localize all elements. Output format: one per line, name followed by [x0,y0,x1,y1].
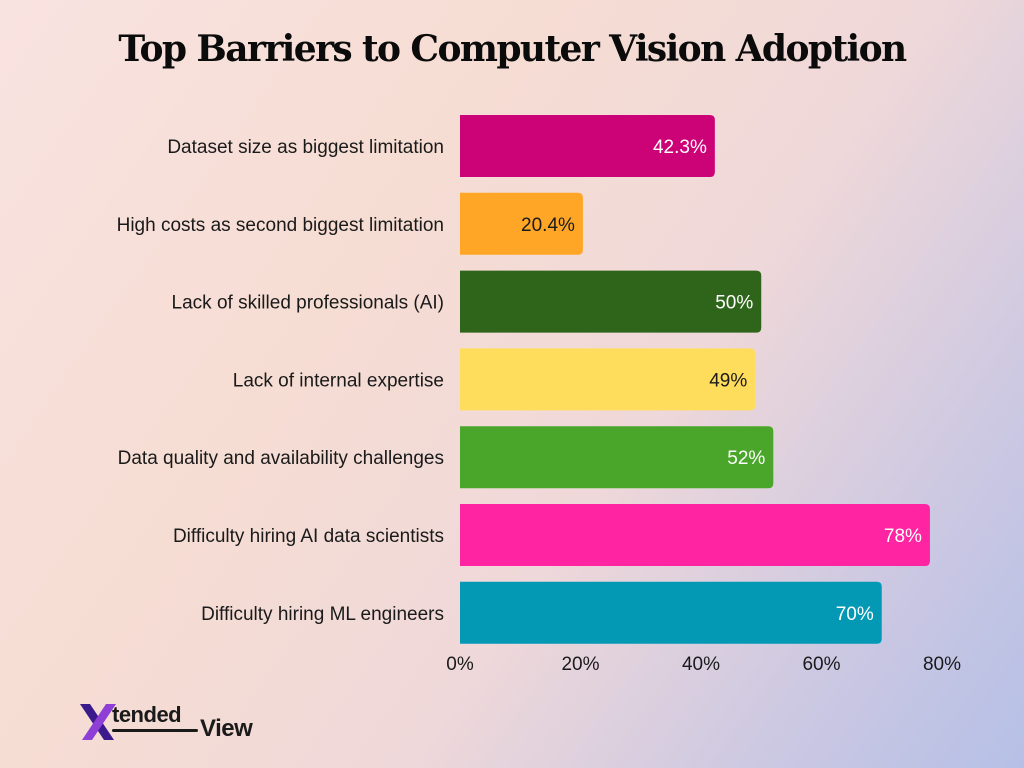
value-labels: 42.3% 20.4% 50% 49% 52% 78% 70% [521,137,922,625]
category-label-7: Difficulty hiring ML engineers [201,604,444,625]
xtendedview-logo: tended View [78,702,278,746]
x-tick-label-4: 60% [802,654,840,675]
value-label-1: 42.3% [653,137,707,158]
value-label-4: 49% [709,370,747,391]
bar-6 [460,504,930,566]
value-label-5: 52% [727,448,765,469]
logo-word-tended: tended [112,702,182,727]
category-labels: Dataset size as biggest limitation High c… [117,137,444,625]
x-tick-label-5: 80% [923,654,961,675]
category-label-3: Lack of skilled professionals (AI) [172,293,444,314]
category-label-6: Difficulty hiring AI data scientists [173,526,444,547]
bar-1 [460,115,715,177]
bar-3 [460,270,762,333]
x-axis-ticks: 0% 20% 40% 60% 80% [446,654,961,675]
bar-4 [460,348,756,411]
logo-word-view: View [200,715,253,742]
value-label-6: 78% [884,526,922,547]
bar-7 [460,581,882,644]
value-label-2: 20.4% [521,215,575,236]
logo-underline [112,729,198,732]
bar-2 [460,192,583,255]
bar-5 [460,426,774,489]
category-label-4: Lack of internal expertise [233,370,444,391]
chart-title: Top Barriers to Computer Vision Adoption [118,28,907,70]
bar-chart: Dataset size as biggest limitation High c… [117,115,961,675]
bars-layer [460,115,930,644]
logo-x-mark [80,704,116,740]
x-tick-label-3: 40% [682,654,720,675]
value-label-3: 50% [715,293,753,314]
category-label-5: Data quality and availability challenges [118,448,444,469]
value-label-7: 70% [836,604,874,625]
category-label-2: High costs as second biggest limitation [117,215,444,236]
x-tick-label-2: 20% [561,654,599,675]
x-tick-label-1: 0% [446,654,474,675]
category-label-1: Dataset size as biggest limitation [167,137,444,158]
